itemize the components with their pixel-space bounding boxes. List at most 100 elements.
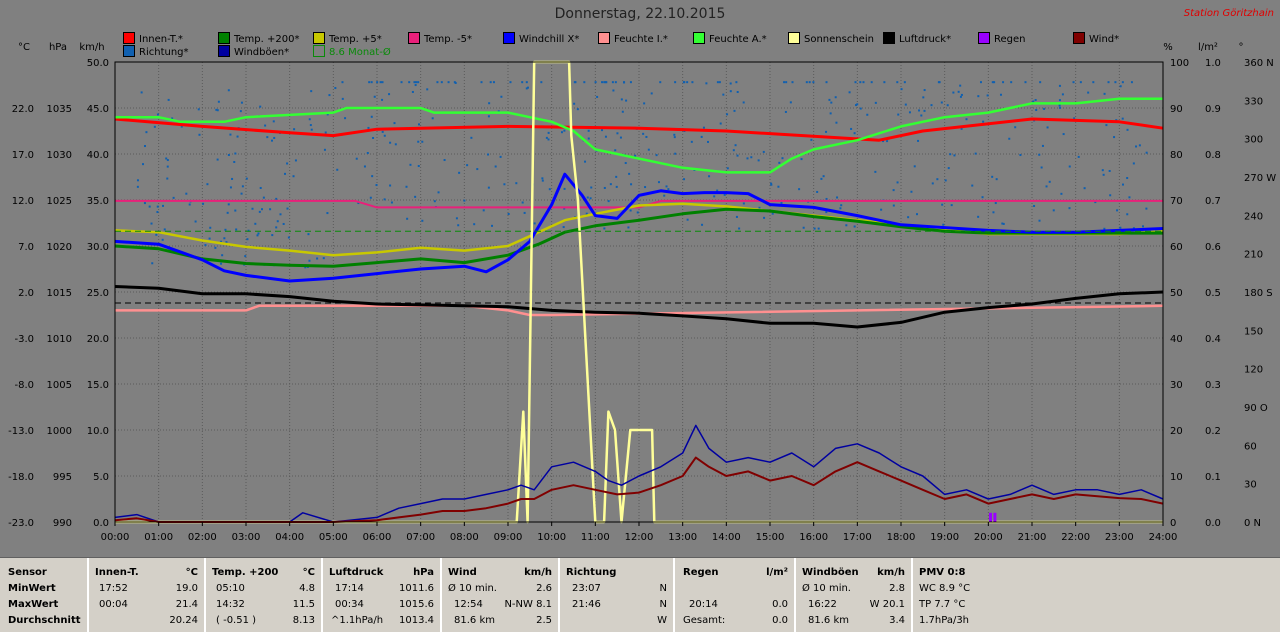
direction-point (368, 81, 371, 84)
y-tick-label-hpa: 995 (53, 472, 72, 483)
stats-luftdruck-max-time: 00:34 (335, 599, 364, 610)
x-tick-label: 07:00 (406, 532, 435, 543)
direction-point (634, 154, 637, 157)
direction-point (603, 81, 606, 84)
direction-point (1094, 201, 1097, 204)
direction-point (705, 82, 708, 85)
direction-point (411, 90, 414, 93)
y-tick-label-hpa: 1015 (47, 288, 72, 299)
y-tick-label-degree: 360 N (1244, 58, 1274, 69)
direction-point (700, 135, 703, 138)
direction-point (431, 117, 434, 120)
direction-point (1130, 81, 1133, 84)
direction-point (492, 81, 495, 84)
legend-item: Regen (978, 32, 1026, 45)
direction-point (447, 81, 450, 84)
direction-point (245, 177, 248, 180)
y-tick-label-lm2: 0.4 (1205, 334, 1221, 345)
direction-point (136, 185, 139, 188)
direction-point (309, 124, 312, 127)
y-tick-label-percent: 50 (1170, 288, 1183, 299)
stats-boeen-unit: km/h (877, 567, 905, 578)
legend-label: Temp. -5* (424, 34, 472, 45)
y-tick-label-percent: 90 (1170, 104, 1183, 115)
direction-point (850, 127, 853, 130)
direction-point (991, 81, 994, 84)
direction-point (273, 136, 276, 139)
y-tick-label-kmh: 35.0 (87, 196, 109, 207)
y-tick-label-kmh: 15.0 (87, 380, 109, 391)
direction-point (1059, 106, 1062, 109)
y-tick-label-percent: 70 (1170, 196, 1183, 207)
direction-point (993, 81, 996, 84)
y-tick-label-degree: 300 (1244, 135, 1263, 146)
direction-point (916, 213, 919, 216)
stats-col-luftdruck: Luftdruck hPa 17:14 1011.6 00:34 1015.6 ^1.… (323, 558, 441, 632)
legend-swatch (218, 45, 230, 57)
stats-temp200-avg: 8.13 (292, 615, 315, 626)
direction-point (1116, 209, 1119, 212)
direction-point (526, 86, 529, 89)
direction-point (381, 81, 384, 84)
direction-point (908, 111, 911, 114)
direction-point (545, 136, 548, 139)
direction-point (1038, 153, 1041, 156)
direction-point (443, 159, 446, 162)
direction-point (417, 81, 420, 84)
direction-point (825, 211, 828, 214)
direction-point (533, 222, 536, 225)
direction-point (992, 211, 995, 214)
direction-point (286, 162, 289, 165)
direction-point (1019, 154, 1022, 157)
direction-point (162, 204, 165, 207)
direction-point (601, 81, 604, 84)
direction-point (515, 182, 518, 185)
direction-point (1058, 84, 1061, 87)
direction-point (960, 127, 963, 130)
direction-point (1072, 81, 1075, 84)
direction-point (1119, 85, 1122, 88)
stats-table: Sensor MinWert MaxWert Durchschnitt Inne… (0, 557, 1280, 632)
direction-point (716, 81, 719, 84)
direction-point (1103, 227, 1106, 230)
y-tick-label-celsius: 7.0 (18, 242, 34, 253)
direction-point (1092, 81, 1095, 84)
direction-point (261, 208, 264, 211)
legend-swatch (313, 45, 325, 57)
direction-point (153, 125, 156, 128)
x-tick-label: 23:00 (1105, 532, 1134, 543)
direction-point (738, 227, 741, 230)
direction-point (271, 234, 274, 237)
direction-point (547, 138, 550, 141)
direction-point (161, 238, 164, 241)
direction-point (1038, 219, 1041, 222)
stats-wind-avg: 2.5 (536, 615, 552, 626)
direction-point (587, 129, 590, 132)
direction-point (594, 81, 597, 84)
legend-label: Regen (994, 34, 1026, 45)
chart-title: Donnerstag, 22.10.2015 (554, 6, 726, 22)
direction-point (904, 103, 907, 106)
direction-point (817, 227, 820, 230)
direction-point (936, 178, 939, 181)
axis-unit-kmh: km/h (79, 42, 104, 53)
rain-bar (989, 512, 993, 522)
direction-point (1103, 92, 1106, 95)
direction-point (142, 163, 145, 166)
direction-point (650, 92, 653, 95)
direction-point (251, 207, 254, 210)
stats-wind-max-time: 12:54 (454, 599, 483, 610)
direction-point (853, 132, 856, 135)
direction-point (805, 81, 808, 84)
direction-point (982, 120, 985, 123)
rain-bar (993, 512, 997, 522)
direction-point (643, 102, 646, 105)
direction-point (563, 187, 566, 190)
legend-swatch (408, 32, 420, 44)
direction-point (686, 218, 689, 221)
stats-pmv-windchill: WC 8.9 °C (919, 583, 971, 594)
stats-luftdruck-header: Luftdruck (329, 567, 384, 578)
direction-point (381, 130, 384, 133)
stats-boeen-avg: 3.4 (889, 615, 905, 626)
direction-point (1001, 222, 1004, 225)
